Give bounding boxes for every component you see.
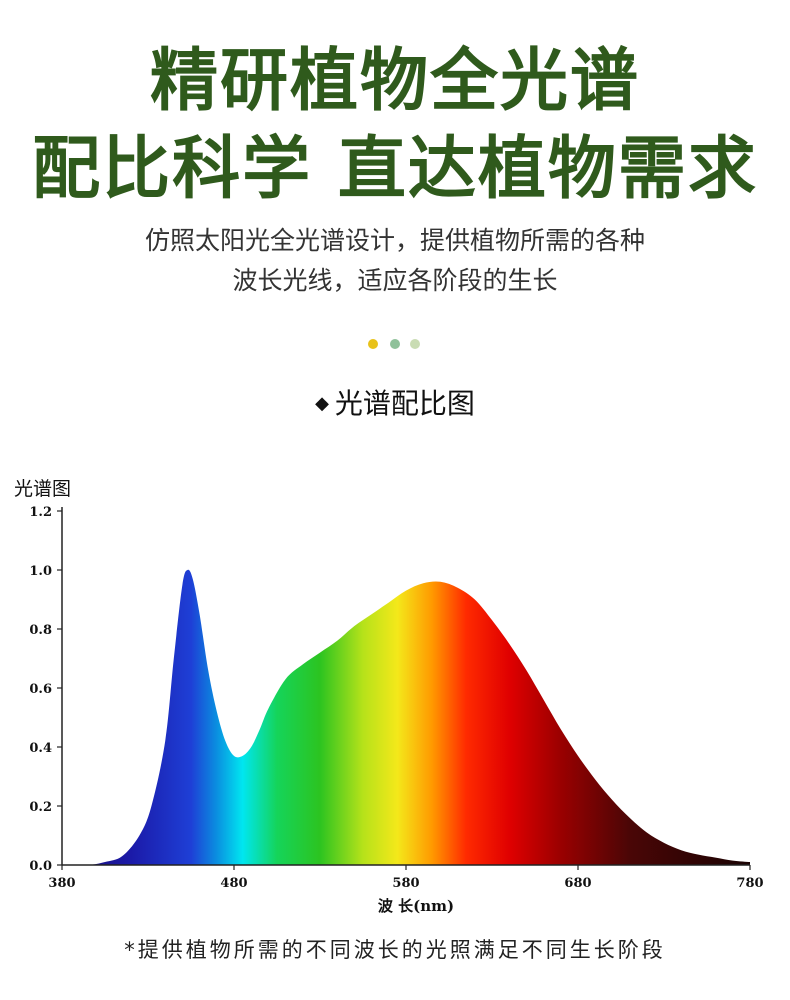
y-tick-label: 0.4	[29, 741, 52, 756]
y-tick-label: 0.8	[29, 623, 52, 638]
section-title: ◆ 光谱配比图	[0, 384, 790, 424]
x-tick-label: 380	[48, 876, 75, 891]
subtitle-line-1: 仿照太阳光全光谱设计，提供植物所需的各种	[144, 226, 645, 255]
subtitle-line-2: 波长光线，适应各阶段的生长	[232, 266, 558, 295]
y-tick-label: 1.2	[29, 505, 52, 520]
dot-2	[390, 339, 400, 349]
headline-line-1: 精研植物全光谱	[149, 42, 640, 121]
section-title-text: 光谱配比图	[334, 387, 475, 420]
x-tick-label: 580	[392, 876, 419, 891]
x-tick-label: 680	[564, 876, 591, 891]
footer-note: *提供植物所需的不同波长的光照满足不同生长阶段	[124, 938, 666, 962]
chart-title: 光谱图	[14, 478, 71, 500]
y-tick-label: 0.0	[29, 859, 52, 874]
dot-1	[368, 339, 378, 349]
headline-line-2: 配比科学 直达植物需求	[32, 130, 758, 209]
y-tick-label: 0.6	[29, 682, 52, 697]
dot-3	[410, 339, 420, 349]
spectrum-area	[62, 569, 750, 866]
diamond-icon: ◆	[315, 393, 329, 414]
x-axis-label: 波 长(nm)	[378, 897, 454, 915]
decorative-dots	[368, 339, 428, 351]
x-tick-label: 780	[736, 876, 763, 891]
y-tick-label: 1.0	[29, 564, 52, 579]
spectrum-chart: 光谱图 0.0 0.2 0.4 0.6 0.8 1.0 1.2 380 480 580 680 780 波…	[14, 478, 764, 915]
y-tick-label: 0.2	[29, 800, 52, 815]
x-tick-label: 480	[220, 876, 247, 891]
